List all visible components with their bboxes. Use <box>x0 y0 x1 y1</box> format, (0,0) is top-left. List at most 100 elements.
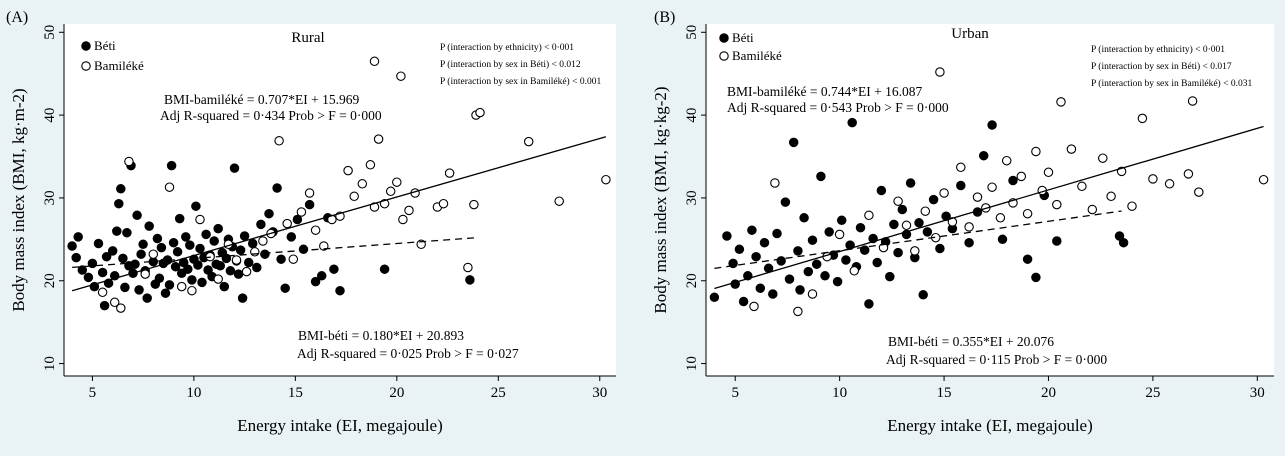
bamileke-point <box>749 301 759 312</box>
bamileke-point <box>964 222 974 232</box>
legend-beti-label: Béti <box>732 30 754 45</box>
bamileke-point <box>213 274 223 284</box>
bamileke-point <box>310 225 321 235</box>
legend-bamileke-marker <box>719 51 729 61</box>
bamileke-point <box>1127 201 1137 211</box>
beti-point <box>776 256 786 266</box>
y-tick-label: 40 <box>42 108 58 123</box>
bamileke-point <box>124 156 134 167</box>
bamileke-point <box>438 198 449 209</box>
beti-point <box>1052 236 1062 246</box>
beti-point <box>1118 237 1129 248</box>
bamileke-point <box>1031 146 1041 157</box>
bamileke-point <box>864 210 874 221</box>
beti-point <box>795 285 805 295</box>
bamileke-point <box>1087 204 1098 215</box>
bamileke-point <box>385 186 396 197</box>
interaction-note: P (interaction by sex in Béti) < 0.012 <box>440 59 581 70</box>
x-tick-label: 20 <box>389 385 404 401</box>
bamileke-point <box>793 306 803 317</box>
bamileke-point <box>523 136 534 147</box>
beti-point <box>335 285 345 296</box>
beti-point <box>310 276 321 287</box>
bamileke-point <box>901 220 912 231</box>
y-axis-label: Body mass index (BMI, kg·kg-2) <box>651 86 670 313</box>
beti-point <box>260 249 270 259</box>
beti-point <box>978 150 989 161</box>
beti-point <box>160 288 171 298</box>
data-points <box>67 56 611 313</box>
beti-point <box>154 273 165 284</box>
bamileke-point <box>972 192 983 202</box>
beti-point <box>816 171 826 182</box>
x-tick-label: 25 <box>1145 385 1160 401</box>
beti-point <box>225 266 236 276</box>
beti-point <box>191 201 201 211</box>
plot-area <box>64 24 616 376</box>
beti-point <box>832 276 843 287</box>
beti-point <box>885 271 895 282</box>
x-tick-label: 30 <box>592 385 607 401</box>
bamileke-point <box>116 303 126 313</box>
y-tick-label: 50 <box>42 25 58 40</box>
bamileke-point <box>939 188 949 198</box>
beti-point <box>824 227 834 237</box>
beti-point <box>1008 175 1018 186</box>
beti-point <box>229 163 240 173</box>
interaction-note: P (interaction by ethnicity) < 0·001 <box>1091 44 1225 55</box>
beti-point <box>893 247 903 258</box>
bamileke-stats: Adj R-squared = 0·543 Prob > F = 0·000 <box>727 100 949 115</box>
y-tick-label: 30 <box>42 190 58 205</box>
beti-point <box>93 238 104 249</box>
bamileke-point <box>404 205 414 216</box>
x-tick-label: 20 <box>1041 385 1056 401</box>
bamileke-point <box>910 246 920 256</box>
plot-area <box>706 24 1274 376</box>
bamileke-point <box>176 281 187 292</box>
beti-point <box>130 259 140 269</box>
x-tick-label: 15 <box>937 385 952 401</box>
bamileke-point <box>1066 144 1077 154</box>
beti-point <box>751 251 761 262</box>
panel-urban: (B) Urban 10 20 30 40 50 5 10 15 20 25 30 Body mass i… <box>651 9 1274 435</box>
bamileke-point <box>475 107 485 118</box>
beti-point <box>1022 254 1033 264</box>
bamileke-point <box>1052 199 1062 210</box>
beti-point <box>738 296 749 307</box>
beti-point <box>136 249 146 259</box>
beti-point <box>247 238 258 249</box>
interaction-note: P (interaction by ethnicity) < 0·001 <box>440 42 574 53</box>
beti-point <box>239 231 250 241</box>
beti-point <box>820 271 830 281</box>
bamileke-point <box>1077 181 1087 192</box>
beti-point <box>997 234 1008 245</box>
beti-point <box>276 254 286 264</box>
x-axis-label: Energy intake (EI, megajoule) <box>887 416 1093 435</box>
interaction-note: P (interaction by sex in Béti) < 0.017 <box>1091 61 1232 72</box>
beti-point <box>905 178 916 188</box>
bamileke-point <box>140 269 150 279</box>
beti-point <box>772 228 782 239</box>
y-tick-label: 20 <box>684 273 700 288</box>
x-tick-label: 10 <box>832 385 847 401</box>
beti-point <box>67 241 77 251</box>
beti-point <box>379 264 390 274</box>
beti-point <box>116 184 126 194</box>
beti-point <box>1114 231 1125 241</box>
beti-point <box>768 289 778 299</box>
bamileke-point <box>935 67 945 77</box>
bamileke-point <box>349 191 359 202</box>
bamileke-point <box>304 188 315 198</box>
beti-point <box>233 269 244 279</box>
beti-point <box>897 204 908 215</box>
bamileke-point <box>1137 113 1148 124</box>
panel-title: Rural <box>291 30 324 46</box>
bamileke-point <box>97 287 108 298</box>
bamileke-point <box>1056 97 1066 107</box>
bamileke-point <box>849 266 860 276</box>
panel-rural: (A) Rural 10 20 30 40 50 5 10 15 20 25 30 Body mass i… <box>6 9 616 435</box>
bamileke-point <box>995 213 1006 223</box>
bamileke-point <box>357 179 368 189</box>
bamileke-point <box>1022 208 1033 219</box>
beti-equation: BMI-béti = 0.180*EI + 20.893 <box>298 328 464 343</box>
